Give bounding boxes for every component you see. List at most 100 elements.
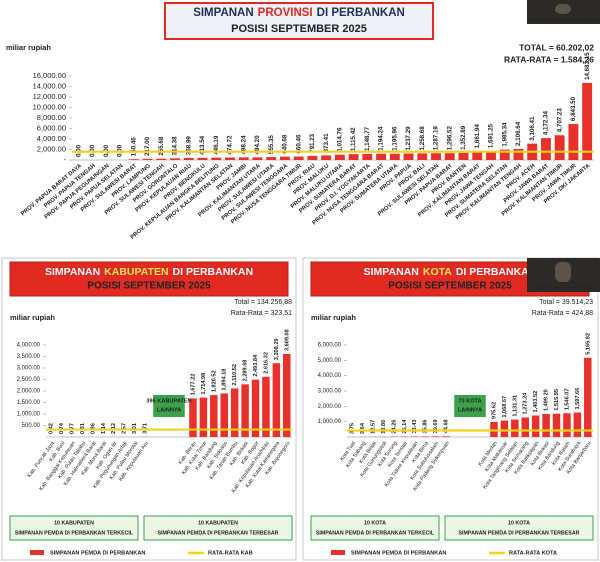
y-tick-label: 500.00 bbox=[22, 423, 41, 429]
legend-label: SIMPANAN PEMDA DI PERBANKAN bbox=[351, 550, 446, 556]
data-label: 1,691.25 bbox=[488, 123, 495, 148]
data-label: 1,148.77 bbox=[364, 126, 371, 151]
bar bbox=[563, 413, 571, 437]
bar bbox=[411, 436, 419, 437]
data-label: 1,131.31 bbox=[512, 395, 518, 417]
title-part: SIMPANAN bbox=[45, 266, 100, 278]
bar bbox=[573, 412, 582, 437]
y-tick-label: 2,000.00 bbox=[17, 389, 41, 395]
bar bbox=[542, 414, 550, 437]
bar bbox=[197, 157, 208, 160]
bar bbox=[431, 436, 440, 437]
group-label: 10 KOTA bbox=[364, 520, 386, 526]
group-label: 10 KABUPATEN bbox=[198, 520, 238, 526]
data-label: 9.64 bbox=[360, 422, 366, 434]
data-label: 33.43 bbox=[412, 419, 418, 433]
bar bbox=[486, 151, 496, 160]
y-tick-label: 3,500.00 bbox=[17, 354, 41, 360]
bar bbox=[211, 157, 222, 160]
legend-swatch bbox=[331, 550, 345, 555]
data-label: 1,820.52 bbox=[211, 370, 217, 392]
total-label: TOTAL = 60.202,02 bbox=[519, 42, 594, 52]
data-label: 3,106.41 bbox=[529, 116, 536, 141]
bar bbox=[458, 152, 469, 160]
data-label: 44.68 bbox=[444, 419, 450, 433]
bar bbox=[283, 353, 291, 437]
y-tick-label: 3,000.00 bbox=[17, 366, 41, 372]
bar bbox=[199, 397, 208, 437]
data-label: 0.74 bbox=[59, 422, 65, 434]
title-part: KOTA bbox=[423, 266, 452, 278]
data-label: 1,195.96 bbox=[391, 126, 398, 151]
data-label: 1,515.95 bbox=[554, 389, 560, 411]
bar bbox=[293, 156, 304, 160]
y-tick-label: 16,000.00 bbox=[33, 71, 66, 80]
bar bbox=[403, 153, 414, 160]
video-caption: Sasana Bhakti Praja Kemendagri bbox=[530, 285, 598, 290]
gap-box bbox=[454, 395, 486, 417]
bar bbox=[584, 357, 592, 437]
bar bbox=[307, 155, 318, 160]
y-tick-label: 2,000.00 bbox=[37, 144, 66, 153]
bar bbox=[279, 156, 290, 160]
y-tick-label: 2,500.00 bbox=[17, 377, 41, 383]
data-label: 1,287.19 bbox=[433, 126, 440, 151]
data-label: 1,597.66 bbox=[575, 388, 581, 410]
data-label: 150.46 bbox=[130, 137, 137, 156]
y-tick-label: 6,000.00 bbox=[318, 343, 342, 349]
data-label: 446.19 bbox=[213, 135, 220, 154]
data-label: 4,707.23 bbox=[556, 108, 563, 133]
bar bbox=[444, 153, 455, 160]
bar bbox=[431, 153, 441, 160]
data-label: 975.62 bbox=[491, 402, 497, 419]
data-label: 4,172.34 bbox=[543, 110, 550, 135]
bar bbox=[376, 153, 387, 160]
legend-label: RATA-RATA KOTA bbox=[509, 550, 557, 556]
bar bbox=[511, 419, 519, 437]
gap-label: LAINNYA bbox=[458, 407, 482, 413]
y-tick-label: 3,000.00 bbox=[318, 389, 342, 395]
title-part: SIMPANAN bbox=[193, 7, 253, 19]
data-label: 39.69 bbox=[433, 419, 439, 433]
group-label: SIMPANAN PEMDA DI PERBANKAN TERKECIL bbox=[15, 530, 134, 536]
title-box bbox=[164, 2, 434, 40]
data-label: 1,714.98 bbox=[201, 373, 207, 395]
gap-label: 395 KABUPATEN bbox=[146, 398, 191, 404]
bar bbox=[238, 157, 249, 160]
bar bbox=[156, 158, 167, 160]
data-label: 1,068.67 bbox=[502, 396, 508, 418]
group-box bbox=[143, 515, 293, 541]
data-label: 1,403.52 bbox=[533, 391, 539, 413]
bar bbox=[220, 393, 228, 437]
bar bbox=[421, 436, 429, 437]
title-part: KABUPATEN bbox=[104, 266, 168, 278]
data-label: 368.99 bbox=[185, 136, 192, 155]
data-label: 1,258.68 bbox=[419, 126, 426, 151]
data-label: 1,237.29 bbox=[405, 126, 412, 151]
bar bbox=[189, 398, 197, 437]
gap-box bbox=[153, 395, 185, 417]
video-person bbox=[555, 4, 571, 14]
total-label: Total = 39.514,23 bbox=[539, 299, 593, 306]
data-label: 1,014.76 bbox=[337, 127, 344, 152]
data-label: 640.68 bbox=[282, 134, 289, 153]
data-label: 217.00 bbox=[144, 136, 151, 155]
bar bbox=[348, 154, 359, 160]
chart-title: SIMPANAN PROVINSI DI PERBANKAN bbox=[193, 7, 405, 19]
group-label: 10 KABUPATEN bbox=[54, 520, 94, 526]
chart-subtitle: POSISI SEPTEMBER 2025 bbox=[231, 23, 367, 35]
bar bbox=[531, 415, 540, 437]
data-label: 1,661.94 bbox=[474, 124, 481, 149]
bar bbox=[568, 124, 579, 160]
y-tick-label: 2,000.00 bbox=[318, 404, 342, 410]
bar bbox=[241, 384, 249, 437]
y-tick-label: 5,000.00 bbox=[318, 358, 342, 364]
panel bbox=[302, 257, 599, 561]
y-tick-label: 1,000.00 bbox=[318, 419, 342, 425]
average-label: RATA-RATA = 1.584,26 bbox=[504, 54, 594, 64]
bar bbox=[210, 395, 218, 437]
bar bbox=[500, 420, 509, 437]
bar bbox=[389, 153, 400, 160]
y-tick-label: 8,000.00 bbox=[37, 113, 66, 122]
